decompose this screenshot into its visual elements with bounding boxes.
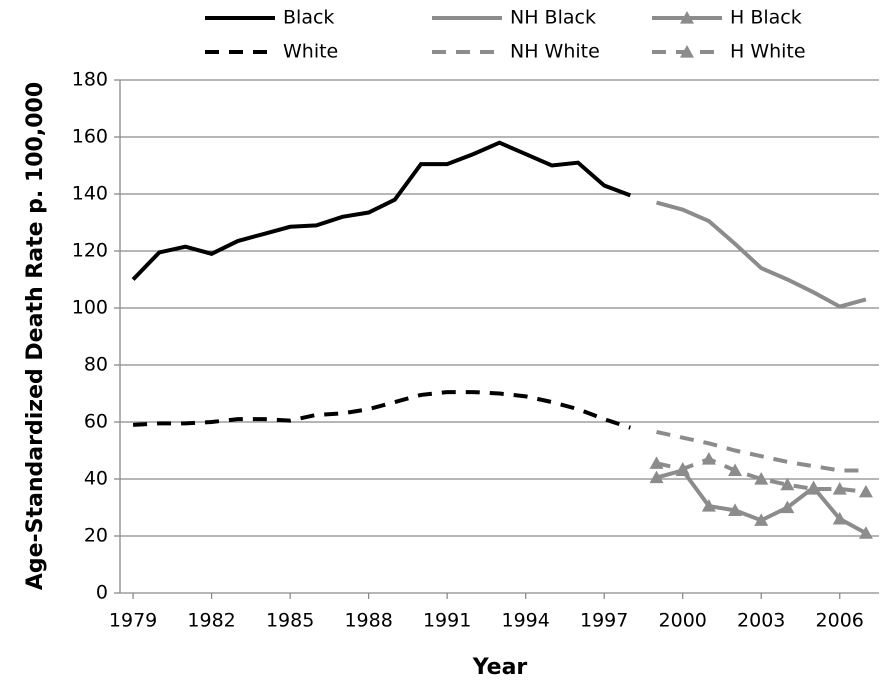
marker xyxy=(649,470,664,484)
y-tick-label: 120 xyxy=(72,240,108,262)
series-line xyxy=(132,390,631,430)
x-tick-label: 1988 xyxy=(344,610,392,632)
legend-label: NH Black xyxy=(510,7,596,29)
x-tick-label: 2003 xyxy=(737,610,785,632)
y-tick-label: 140 xyxy=(72,183,108,205)
series-line xyxy=(131,140,632,281)
x-tick-label: 2000 xyxy=(659,610,707,632)
x-tick-label: 1979 xyxy=(109,610,157,632)
marker xyxy=(780,500,795,514)
marker xyxy=(728,503,743,516)
y-tick-label: 160 xyxy=(72,126,108,148)
y-tick-label: 180 xyxy=(72,69,108,91)
legend-marker xyxy=(680,45,694,58)
x-tick-label: 1994 xyxy=(501,610,549,632)
series-line xyxy=(656,430,866,473)
y-tick-label: 60 xyxy=(84,411,108,433)
marker xyxy=(701,452,716,465)
x-tick-label: 1991 xyxy=(423,610,471,632)
x-axis-title: Year xyxy=(472,655,528,680)
marker xyxy=(832,511,847,525)
y-tick-label: 80 xyxy=(84,354,108,376)
marker xyxy=(649,456,664,469)
marker xyxy=(858,526,873,539)
legend-marker xyxy=(680,11,694,24)
marker xyxy=(728,463,743,477)
legend-label: Black xyxy=(283,7,334,29)
legend-label: H White xyxy=(730,41,806,63)
y-tick-label: 40 xyxy=(84,468,108,490)
x-tick-label: 1985 xyxy=(266,610,314,632)
marker xyxy=(675,462,690,475)
marker xyxy=(832,481,847,495)
marker xyxy=(858,484,873,498)
marker xyxy=(806,481,821,495)
x-tick-label: 1997 xyxy=(580,610,628,632)
y-tick-label: 100 xyxy=(72,297,108,319)
marker xyxy=(701,499,716,512)
legend-label: NH White xyxy=(510,41,600,63)
series-line xyxy=(656,200,867,309)
x-tick-label: 2006 xyxy=(816,610,864,632)
legend-label: White xyxy=(283,41,338,63)
marker xyxy=(780,477,795,491)
series-line xyxy=(656,456,867,494)
y-tick-label: 20 xyxy=(84,525,108,547)
marker xyxy=(754,513,769,526)
y-axis-title: Age-Standardized Death Rate p. 100,000 xyxy=(23,82,48,590)
marker xyxy=(754,472,769,485)
x-tick-label: 1982 xyxy=(187,610,235,632)
legend-label: H Black xyxy=(730,7,802,29)
y-tick-label: 0 xyxy=(96,582,108,604)
